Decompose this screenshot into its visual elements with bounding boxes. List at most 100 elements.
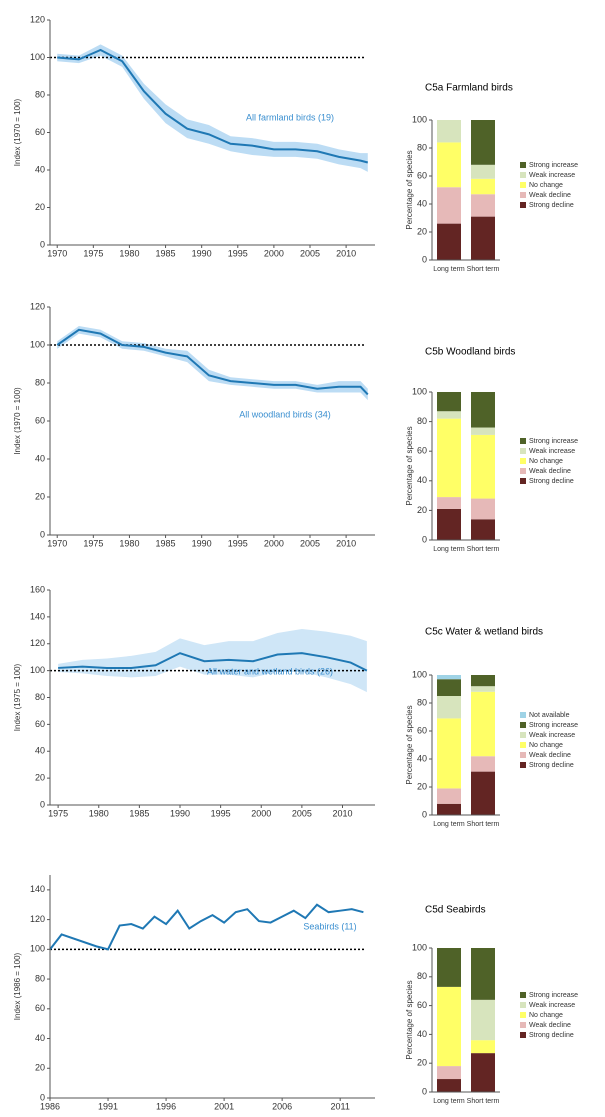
bar-segment bbox=[471, 392, 495, 428]
bar-segment bbox=[471, 120, 495, 165]
y-tick-label: 80 bbox=[417, 416, 427, 426]
bar-segment bbox=[437, 803, 461, 815]
bar-segment bbox=[437, 1066, 461, 1080]
legend-swatch bbox=[520, 172, 526, 178]
legend-label: No change bbox=[529, 1012, 563, 1019]
bar-segment bbox=[437, 696, 461, 719]
x-tick-label: 1975 bbox=[83, 538, 103, 548]
y-tick-label: 40 bbox=[35, 1033, 45, 1043]
bar-segment bbox=[471, 498, 495, 520]
y-tick-label: 0 bbox=[40, 1092, 45, 1102]
y-tick-label: 60 bbox=[417, 170, 427, 180]
x-tick-label: 1991 bbox=[98, 1101, 118, 1111]
y-tick-label: 80 bbox=[35, 89, 45, 99]
bar-segment bbox=[437, 508, 461, 540]
y-tick-label: 20 bbox=[417, 226, 427, 236]
legend-label: Strong decline bbox=[529, 762, 574, 769]
y-tick-label: 80 bbox=[417, 142, 427, 152]
y-axis-label: Percentage of species bbox=[405, 980, 414, 1059]
legend-label: Weak increase bbox=[529, 448, 575, 455]
y-tick-label: 100 bbox=[30, 339, 45, 349]
bar-segment bbox=[437, 948, 461, 987]
bar-segment bbox=[437, 718, 461, 789]
bar-segment bbox=[437, 187, 461, 224]
y-tick-label: 20 bbox=[417, 1058, 427, 1068]
legend-swatch bbox=[520, 712, 526, 718]
y-tick-label: 40 bbox=[35, 164, 45, 174]
y-tick-label: 0 bbox=[40, 529, 45, 539]
legend-label: Strong increase bbox=[529, 722, 578, 729]
bar-segment bbox=[471, 675, 495, 687]
bar-segment bbox=[471, 1053, 495, 1092]
y-axis-label: Percentage of species bbox=[405, 705, 414, 784]
bar-segment bbox=[471, 427, 495, 435]
y-axis-label: Index (1986 = 100) bbox=[13, 952, 22, 1020]
bar-segment bbox=[471, 1040, 495, 1054]
x-tick-label: 1970 bbox=[47, 538, 67, 548]
x-tick-label: 2011 bbox=[330, 1101, 349, 1111]
legend-swatch bbox=[520, 468, 526, 474]
x-tick-label: 1995 bbox=[228, 538, 248, 548]
x-tick-label: 1995 bbox=[211, 808, 231, 818]
y-axis-label: Index (1975 = 100) bbox=[13, 663, 22, 731]
bar-segment bbox=[437, 679, 461, 696]
x-tick-label: 1986 bbox=[40, 1101, 60, 1111]
legend-label: No change bbox=[529, 742, 563, 749]
legend-label: Strong increase bbox=[529, 438, 578, 445]
y-tick-label: 40 bbox=[417, 198, 427, 208]
legend-swatch bbox=[520, 992, 526, 998]
legend-swatch bbox=[520, 742, 526, 748]
y-axis-label: Percentage of species bbox=[405, 150, 414, 229]
legend-swatch bbox=[520, 1022, 526, 1028]
bar-segment bbox=[437, 418, 461, 498]
y-tick-label: 100 bbox=[412, 669, 427, 679]
y-tick-label: 120 bbox=[30, 914, 45, 924]
bar-segment bbox=[437, 223, 461, 260]
legend-label: No change bbox=[529, 182, 563, 189]
y-tick-label: 40 bbox=[35, 453, 45, 463]
x-tick-label: 2001 bbox=[214, 1101, 234, 1111]
y-tick-label: 20 bbox=[35, 202, 45, 212]
y-tick-label: 40 bbox=[417, 475, 427, 485]
bar-segment bbox=[437, 411, 461, 419]
legend-swatch bbox=[520, 438, 526, 444]
trend-line bbox=[58, 652, 368, 672]
y-tick-label: 100 bbox=[30, 52, 45, 62]
y-tick-label: 20 bbox=[417, 781, 427, 791]
y-tick-label: 160 bbox=[30, 584, 45, 594]
y-tick-label: 0 bbox=[422, 809, 427, 819]
y-tick-label: 0 bbox=[422, 1086, 427, 1096]
y-tick-label: 100 bbox=[30, 944, 45, 954]
bar-segment bbox=[471, 194, 495, 217]
x-tick-label: 1980 bbox=[119, 538, 139, 548]
y-tick-label: 60 bbox=[417, 1000, 427, 1010]
bar-segment bbox=[437, 497, 461, 509]
bar-segment bbox=[471, 691, 495, 757]
legend-swatch bbox=[520, 1002, 526, 1008]
x-tick-label: 1975 bbox=[83, 248, 103, 258]
y-tick-label: 40 bbox=[35, 746, 45, 756]
legend-label: Strong decline bbox=[529, 478, 574, 485]
y-tick-label: 80 bbox=[35, 973, 45, 983]
legend-swatch bbox=[520, 458, 526, 464]
chart-title: C5b Woodland birds bbox=[425, 347, 515, 358]
y-tick-label: 20 bbox=[35, 1063, 45, 1073]
legend-label: Not available bbox=[529, 712, 570, 719]
y-tick-label: 20 bbox=[35, 773, 45, 783]
y-tick-label: 80 bbox=[417, 971, 427, 981]
x-tick-label: Long term bbox=[433, 1098, 465, 1105]
y-tick-label: 100 bbox=[412, 386, 427, 396]
legend-swatch bbox=[520, 1012, 526, 1018]
y-tick-label: 60 bbox=[417, 446, 427, 456]
y-tick-label: 140 bbox=[30, 611, 45, 621]
y-axis-label: Index (1970 = 100) bbox=[13, 98, 22, 166]
bar-segment bbox=[471, 519, 495, 540]
legend-label: Weak decline bbox=[529, 468, 571, 475]
x-tick-label: Long term bbox=[433, 821, 465, 828]
trend-line bbox=[56, 328, 369, 396]
x-tick-label: 1990 bbox=[170, 808, 190, 818]
y-tick-label: 40 bbox=[417, 1029, 427, 1039]
legend-label: Weak decline bbox=[529, 192, 571, 199]
bar-segment bbox=[471, 771, 495, 815]
